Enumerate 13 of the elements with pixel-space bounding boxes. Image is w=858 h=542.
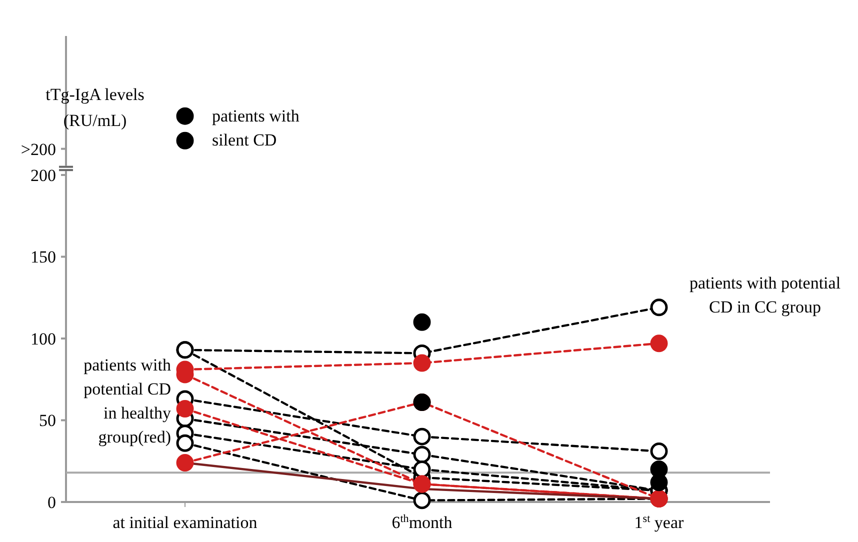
y-tick-label: 150 — [30, 248, 56, 267]
y-tick-label: 200 — [30, 166, 56, 185]
y-tick-label: 0 — [48, 492, 56, 512]
y-tick-label: 100 — [30, 329, 56, 348]
y-tick-label: 50 — [39, 411, 56, 430]
annotation: patients with silent CD — [212, 106, 300, 150]
x-tick-label: 1$^{st}$ year — [634, 513, 684, 532]
annotation: patients with potential CD in healthy group(red) — [84, 356, 172, 447]
x-tick-label: 6$^{th}$month — [392, 513, 453, 532]
y-tick-label: >200 — [20, 140, 56, 159]
annotation: patients with potential CD in CC group — [689, 273, 841, 316]
y-axis-title: tTg-IgA levels (RU/mL) — [46, 85, 144, 130]
x-tick-label: at initial examination — [112, 513, 258, 532]
